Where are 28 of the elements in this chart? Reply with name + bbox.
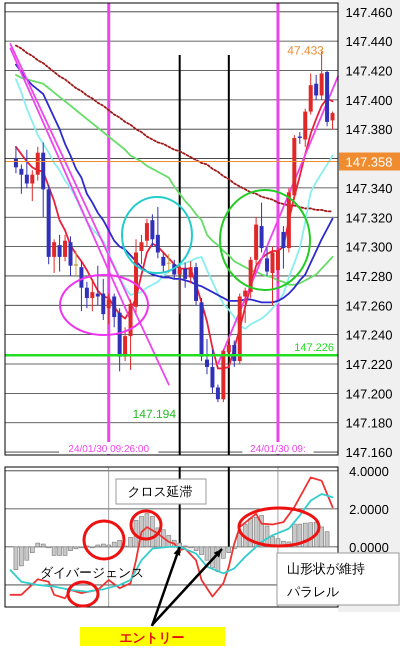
x-tick-label: 24/01/30 09: [250, 444, 306, 455]
annotation: クロス延滞 [128, 485, 192, 500]
y-tick-label: 147.380 [346, 122, 392, 138]
y-tick-label: 147.300 [346, 240, 392, 255]
y-tick-label: 0.0000 [349, 540, 389, 555]
y-tick-label: 147.180 [346, 416, 392, 431]
y-tick-label: 147.440 [346, 34, 392, 50]
annotation: パラレル [286, 585, 339, 600]
y-tick-label: 2.0000 [349, 502, 389, 517]
y-tick-label: 147.160 [346, 445, 392, 460]
y-tick-label: 147.220 [346, 357, 392, 372]
y-tick-label: 147.200 [346, 386, 392, 402]
annotation: 47.433 [287, 43, 324, 58]
y-tick-label: 147.260 [346, 298, 392, 314]
y-tick-label: 147.340 [346, 180, 392, 196]
y-tick-label: 147.400 [346, 92, 392, 108]
annotation: 147.194 [132, 407, 176, 421]
y-tick-label: 4.0000 [349, 464, 389, 479]
x-tick-label: 24/01/30 09:26:00 [68, 444, 150, 455]
ref-line-label: 147.358 [346, 154, 392, 170]
annotation: 山形状が維持 [287, 562, 365, 577]
y-tick-label: 147.460 [346, 4, 392, 20]
y-tick-label: 147.320 [346, 210, 392, 226]
y-tick-label: 147.240 [346, 328, 392, 343]
y-tick-label: 147.420 [346, 64, 392, 79]
y-tick-label: 147.280 [346, 268, 392, 284]
ref-line-label: 147.226 [294, 342, 334, 354]
annotation: エントリー [120, 631, 184, 646]
